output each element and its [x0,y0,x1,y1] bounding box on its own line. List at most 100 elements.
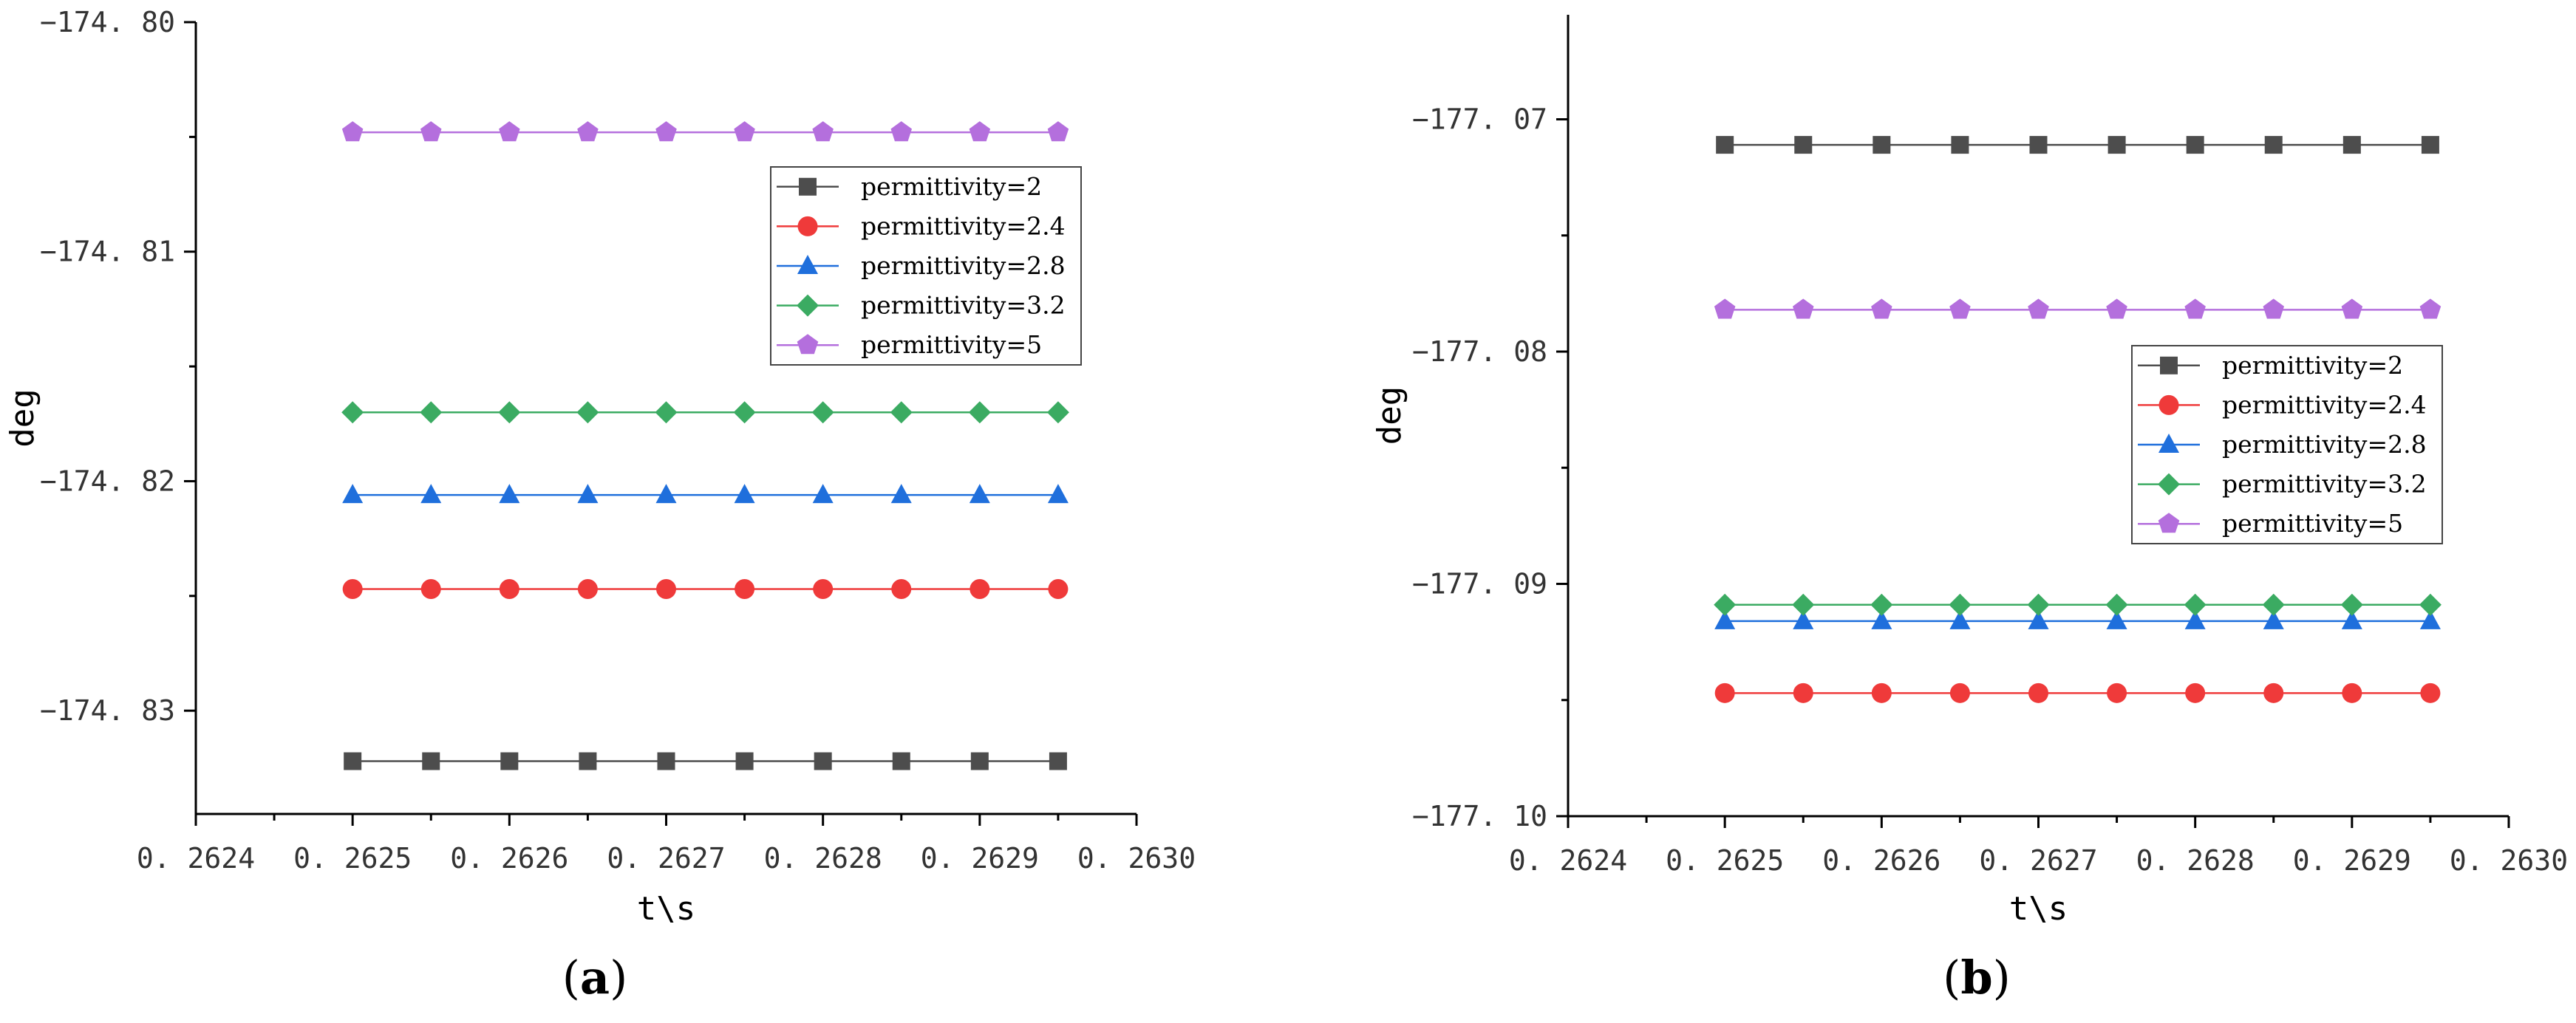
x-tick-label: 0. 2627 [607,842,725,875]
x-tick-label: 0. 2628 [2136,844,2255,877]
data-point [420,484,442,504]
data-point [2028,682,2048,703]
data-point [2420,682,2441,703]
data-point [1793,682,1813,703]
x-tick-label: 0. 2626 [450,842,568,875]
legend-label: permittivity=3.2 [861,291,1066,320]
data-point [812,484,834,504]
data-point [2419,593,2442,616]
data-point [968,401,991,424]
data-point [420,121,442,142]
x-tick-label: 0. 2626 [1822,844,1940,877]
data-point [2342,136,2361,154]
data-point [892,752,910,770]
panel-letter: b [1960,951,1992,1005]
x-tick-label: 0. 2629 [921,842,1039,875]
data-point [655,121,677,142]
data-point [811,401,834,424]
data-point [422,752,440,770]
data-point [1949,298,1971,319]
data-point [733,401,756,424]
data-point [2419,609,2441,629]
data-point [2341,609,2362,629]
x-tick-label: 0. 2629 [2293,844,2411,877]
data-point [420,578,441,599]
series-permittivity-2-8 [1714,609,2441,629]
legend-label: permittivity=2.4 [2222,390,2427,419]
series-permittivity-5 [341,121,1069,142]
chart-panel-a: 0. 2624 0. 2625 0. 2626 0. 2627 0. 2628 0. 26… [4,6,1196,1005]
chart-panel-b: 0. 2624 0. 2625 0. 2626 0. 2627 0. 2628 0. 26… [1371,15,2568,1005]
data-point [2107,682,2127,703]
y-tick-label: −174. 81 [40,236,175,268]
legend-marker [797,216,818,236]
data-point [2106,609,2127,629]
data-point [577,484,599,504]
y-tick-label: −177. 09 [1412,568,1547,601]
data-point [1793,298,1814,319]
data-point [2028,609,2049,629]
x-tick-label: 0. 2624 [137,842,255,875]
data-point [1714,609,1736,629]
data-point [2262,593,2285,616]
data-point [2340,593,2363,616]
data-point [814,752,832,770]
data-point [579,752,597,770]
series-permittivity-2 [344,752,1067,770]
series-permittivity-5 [1714,298,2442,319]
data-point [420,401,443,424]
data-point [2264,136,2283,154]
y-axis-title: deg [1371,386,1408,445]
data-point [342,578,363,599]
data-point [657,752,675,770]
data-point [577,121,599,142]
data-point [970,578,990,599]
data-point [1714,682,1735,703]
x-tick-label: 0. 2624 [1509,844,1627,877]
data-point [970,752,989,770]
data-point [342,484,364,504]
data-point [813,578,834,599]
data-point [1046,401,1069,424]
data-point [1792,593,1815,616]
y-tick-label: −174. 82 [40,465,175,497]
y-axis-title: deg [4,389,41,447]
legend-label: permittivity=3.2 [2222,470,2427,499]
data-point [498,401,521,424]
data-point [1793,609,1814,629]
panel-label: (a) [562,951,628,1005]
series-permittivity-2-4 [1714,682,2441,703]
data-point [2263,298,2284,319]
data-point [1949,593,1972,616]
data-point [655,401,678,424]
panel-letter: a [580,951,610,1005]
legend: permittivity=2 permittivity=2.4 permittivi… [770,166,1082,366]
data-point [2184,298,2206,319]
data-point [2028,298,2049,319]
data-point [500,752,519,770]
data-point [734,121,755,142]
data-point [1714,298,1736,319]
legend-label: permittivity=2.8 [861,251,1066,280]
x-tick-label: 0. 2628 [764,842,882,875]
data-point [2421,136,2439,154]
data-point [1949,682,1970,703]
x-tick-label: 0. 2625 [293,842,412,875]
data-point [341,401,364,424]
data-point [2341,298,2363,319]
legend: permittivity=2 permittivity=2.4 permittivi… [2131,345,2443,544]
data-point [735,578,755,599]
series-permittivity-2-4 [342,578,1069,599]
legend-marker [2158,394,2179,415]
data-point [2027,593,2050,616]
legend-label: permittivity=2 [861,172,1042,201]
data-point [890,401,913,424]
x-tick-label: 0. 2630 [2450,844,2568,877]
data-point [1716,136,1734,154]
data-point [2106,298,2127,319]
y-tick-label: −177. 08 [1412,335,1547,368]
legend-marker [797,294,819,317]
data-point [1871,682,1892,703]
data-point [499,578,519,599]
data-point [2185,682,2206,703]
